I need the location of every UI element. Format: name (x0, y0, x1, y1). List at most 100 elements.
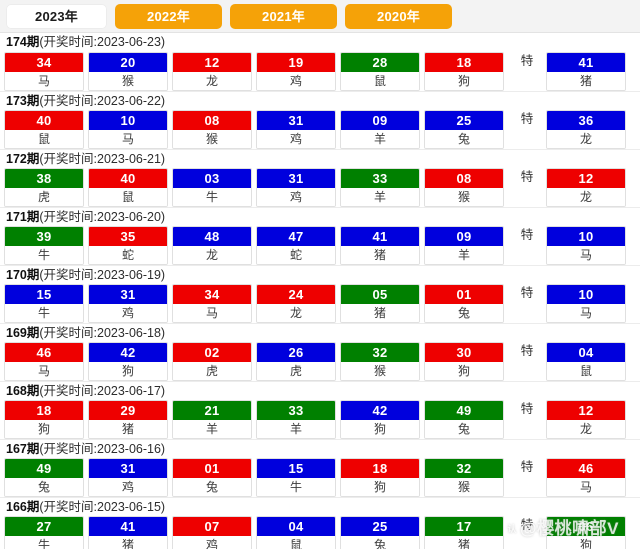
ball-zodiac: 鸡 (89, 478, 167, 496)
ball-zodiac: 龙 (173, 246, 251, 264)
draw-period: 174期 (6, 35, 40, 49)
ball-number: 21 (173, 401, 251, 420)
ball-zodiac: 龙 (173, 72, 251, 90)
ball-number: 48 (173, 227, 251, 246)
ball-zodiac: 兔 (5, 478, 83, 496)
ball-zodiac: 鸡 (257, 130, 335, 148)
ball-number: 20 (89, 53, 167, 72)
special-ball-zodiac: 龙 (547, 130, 625, 148)
ball-number: 25 (341, 517, 419, 536)
ball-number: 15 (5, 285, 83, 304)
ball-zodiac: 鸡 (173, 536, 251, 549)
special-ball-number: 04 (547, 343, 625, 362)
ball-number: 47 (257, 227, 335, 246)
ball-zodiac: 狗 (5, 420, 83, 438)
draw-header: 172期(开奖时间:2023-06-21) (0, 149, 640, 168)
ball-number: 01 (173, 459, 251, 478)
ball-cell: 25 兔 (424, 110, 504, 149)
ball-cell: 48 龙 (172, 226, 252, 265)
draw-period: 166期 (6, 500, 40, 514)
special-ball-number: 10 (547, 285, 625, 304)
ball-cell: 18 狗 (340, 458, 420, 497)
ball-zodiac: 猴 (425, 478, 503, 496)
special-ball-zodiac: 狗 (547, 536, 625, 549)
tab-year-2021[interactable]: 2021年 (230, 4, 337, 29)
draw-block: 168期(开奖时间:2023-06-17) 18 狗 29 猪 21 羊 33 羊 42 狗 49 兔特… (0, 381, 640, 439)
special-ball-zodiac: 马 (547, 478, 625, 496)
tab-year-2022[interactable]: 2022年 (115, 4, 222, 29)
ball-cell: 28 鼠 (340, 52, 420, 91)
ball-cell: 41 猪 (88, 516, 168, 549)
ball-cell: 15 牛 (4, 284, 84, 323)
ball-number: 18 (5, 401, 83, 420)
ball-row: 15 牛 31 鸡 34 马 24 龙 05 猪 01 兔特 10 马 (0, 284, 640, 323)
year-tab-bar: 2023年 2022年 2021年 2020年 (0, 0, 640, 33)
ball-number: 39 (5, 227, 83, 246)
special-ball-number: 12 (547, 169, 625, 188)
special-ball-label: 特 (520, 54, 534, 68)
draw-period: 169期 (6, 326, 40, 340)
ball-cell: 15 牛 (256, 458, 336, 497)
ball-zodiac: 狗 (425, 362, 503, 380)
special-ball-label: 特 (520, 402, 534, 416)
ball-zodiac: 虎 (173, 362, 251, 380)
ball-zodiac: 猴 (173, 130, 251, 148)
ball-number: 25 (425, 111, 503, 130)
ball-number: 10 (89, 111, 167, 130)
ball-zodiac: 兔 (173, 478, 251, 496)
ball-cell: 34 马 (172, 284, 252, 323)
ball-number: 24 (257, 285, 335, 304)
ball-cell: 26 虎 (256, 342, 336, 381)
ball-row: 49 兔 31 鸡 01 兔 15 牛 18 狗 32 猴特 46 马 (0, 458, 640, 497)
ball-cell: 32 猴 (424, 458, 504, 497)
ball-cell: 05 猪 (340, 284, 420, 323)
ball-number: 05 (341, 285, 419, 304)
ball-row: 34 马 20 猴 12 龙 19 鸡 28 鼠 18 狗特 41 猪 (0, 52, 640, 91)
draw-header: 173期(开奖时间:2023-06-22) (0, 91, 640, 110)
special-ball-cell: 46 马 (546, 458, 626, 497)
special-ball-number: 10 (547, 227, 625, 246)
draw-datetime: (开奖时间:2023-06-19) (39, 268, 166, 282)
draw-datetime: (开奖时间:2023-06-15) (39, 500, 166, 514)
draw-datetime: (开奖时间:2023-06-22) (39, 94, 166, 108)
ball-cell: 39 牛 (4, 226, 84, 265)
ball-number: 09 (425, 227, 503, 246)
tab-year-2023[interactable]: 2023年 (6, 4, 107, 29)
ball-zodiac: 猪 (89, 536, 167, 549)
special-ball-cell: 41 猪 (546, 52, 626, 91)
ball-cell: 10 马 (88, 110, 168, 149)
ball-zodiac: 羊 (173, 420, 251, 438)
draw-datetime: (开奖时间:2023-06-20) (39, 210, 166, 224)
special-ball-zodiac: 猪 (547, 72, 625, 90)
ball-cell: 31 鸡 (256, 168, 336, 207)
special-ball-zodiac: 马 (547, 304, 625, 322)
draw-header: 169期(开奖时间:2023-06-18) (0, 323, 640, 342)
draw-header: 174期(开奖时间:2023-06-23) (0, 33, 640, 52)
special-ball-cell: 12 龙 (546, 168, 626, 207)
ball-number: 33 (257, 401, 335, 420)
ball-number: 34 (5, 53, 83, 72)
special-ball-zodiac: 鼠 (547, 362, 625, 380)
special-ball-cell: 10 马 (546, 226, 626, 265)
ball-cell: 30 狗 (424, 342, 504, 381)
ball-zodiac: 猴 (341, 362, 419, 380)
ball-zodiac: 羊 (341, 188, 419, 206)
ball-zodiac: 鸡 (89, 304, 167, 322)
tab-year-2020[interactable]: 2020年 (345, 4, 452, 29)
ball-cell: 42 狗 (340, 400, 420, 439)
ball-number: 28 (341, 53, 419, 72)
special-ball-cell: 06 狗 (546, 516, 626, 549)
ball-cell: 07 鸡 (172, 516, 252, 549)
ball-number: 08 (173, 111, 251, 130)
ball-cell: 33 羊 (256, 400, 336, 439)
draw-header: 171期(开奖时间:2023-06-20) (0, 207, 640, 226)
ball-zodiac: 蛇 (257, 246, 335, 264)
ball-cell: 25 兔 (340, 516, 420, 549)
ball-zodiac: 羊 (425, 246, 503, 264)
ball-number: 17 (425, 517, 503, 536)
draw-datetime: (开奖时间:2023-06-18) (39, 326, 166, 340)
ball-cell: 31 鸡 (88, 284, 168, 323)
draw-period: 173期 (6, 94, 40, 108)
draw-period: 170期 (6, 268, 40, 282)
ball-row: 27 牛 41 猪 07 鸡 04 鼠 25 兔 17 猪特 06 狗 (0, 516, 640, 549)
